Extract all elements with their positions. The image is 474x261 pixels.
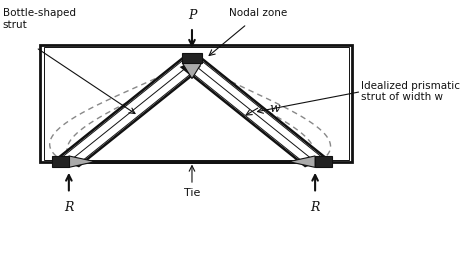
Bar (182, 53, 201, 63)
Polygon shape (182, 59, 325, 166)
Text: Tie: Tie (184, 188, 200, 198)
Bar (315, 156, 332, 167)
Polygon shape (289, 156, 315, 167)
Text: Bottle-shaped
strut: Bottle-shaped strut (3, 9, 76, 30)
Text: Idealized prismatic
strut of width w: Idealized prismatic strut of width w (361, 81, 460, 102)
Bar (40, 45, 353, 162)
Text: P: P (188, 9, 196, 22)
Bar (52, 156, 69, 167)
Text: R: R (64, 201, 73, 214)
Polygon shape (69, 156, 95, 167)
Text: Nodal zone: Nodal zone (229, 9, 288, 19)
Polygon shape (59, 59, 202, 166)
Polygon shape (182, 63, 201, 79)
Text: R: R (310, 201, 320, 214)
Text: w: w (269, 102, 280, 115)
Bar (44, 47, 349, 159)
